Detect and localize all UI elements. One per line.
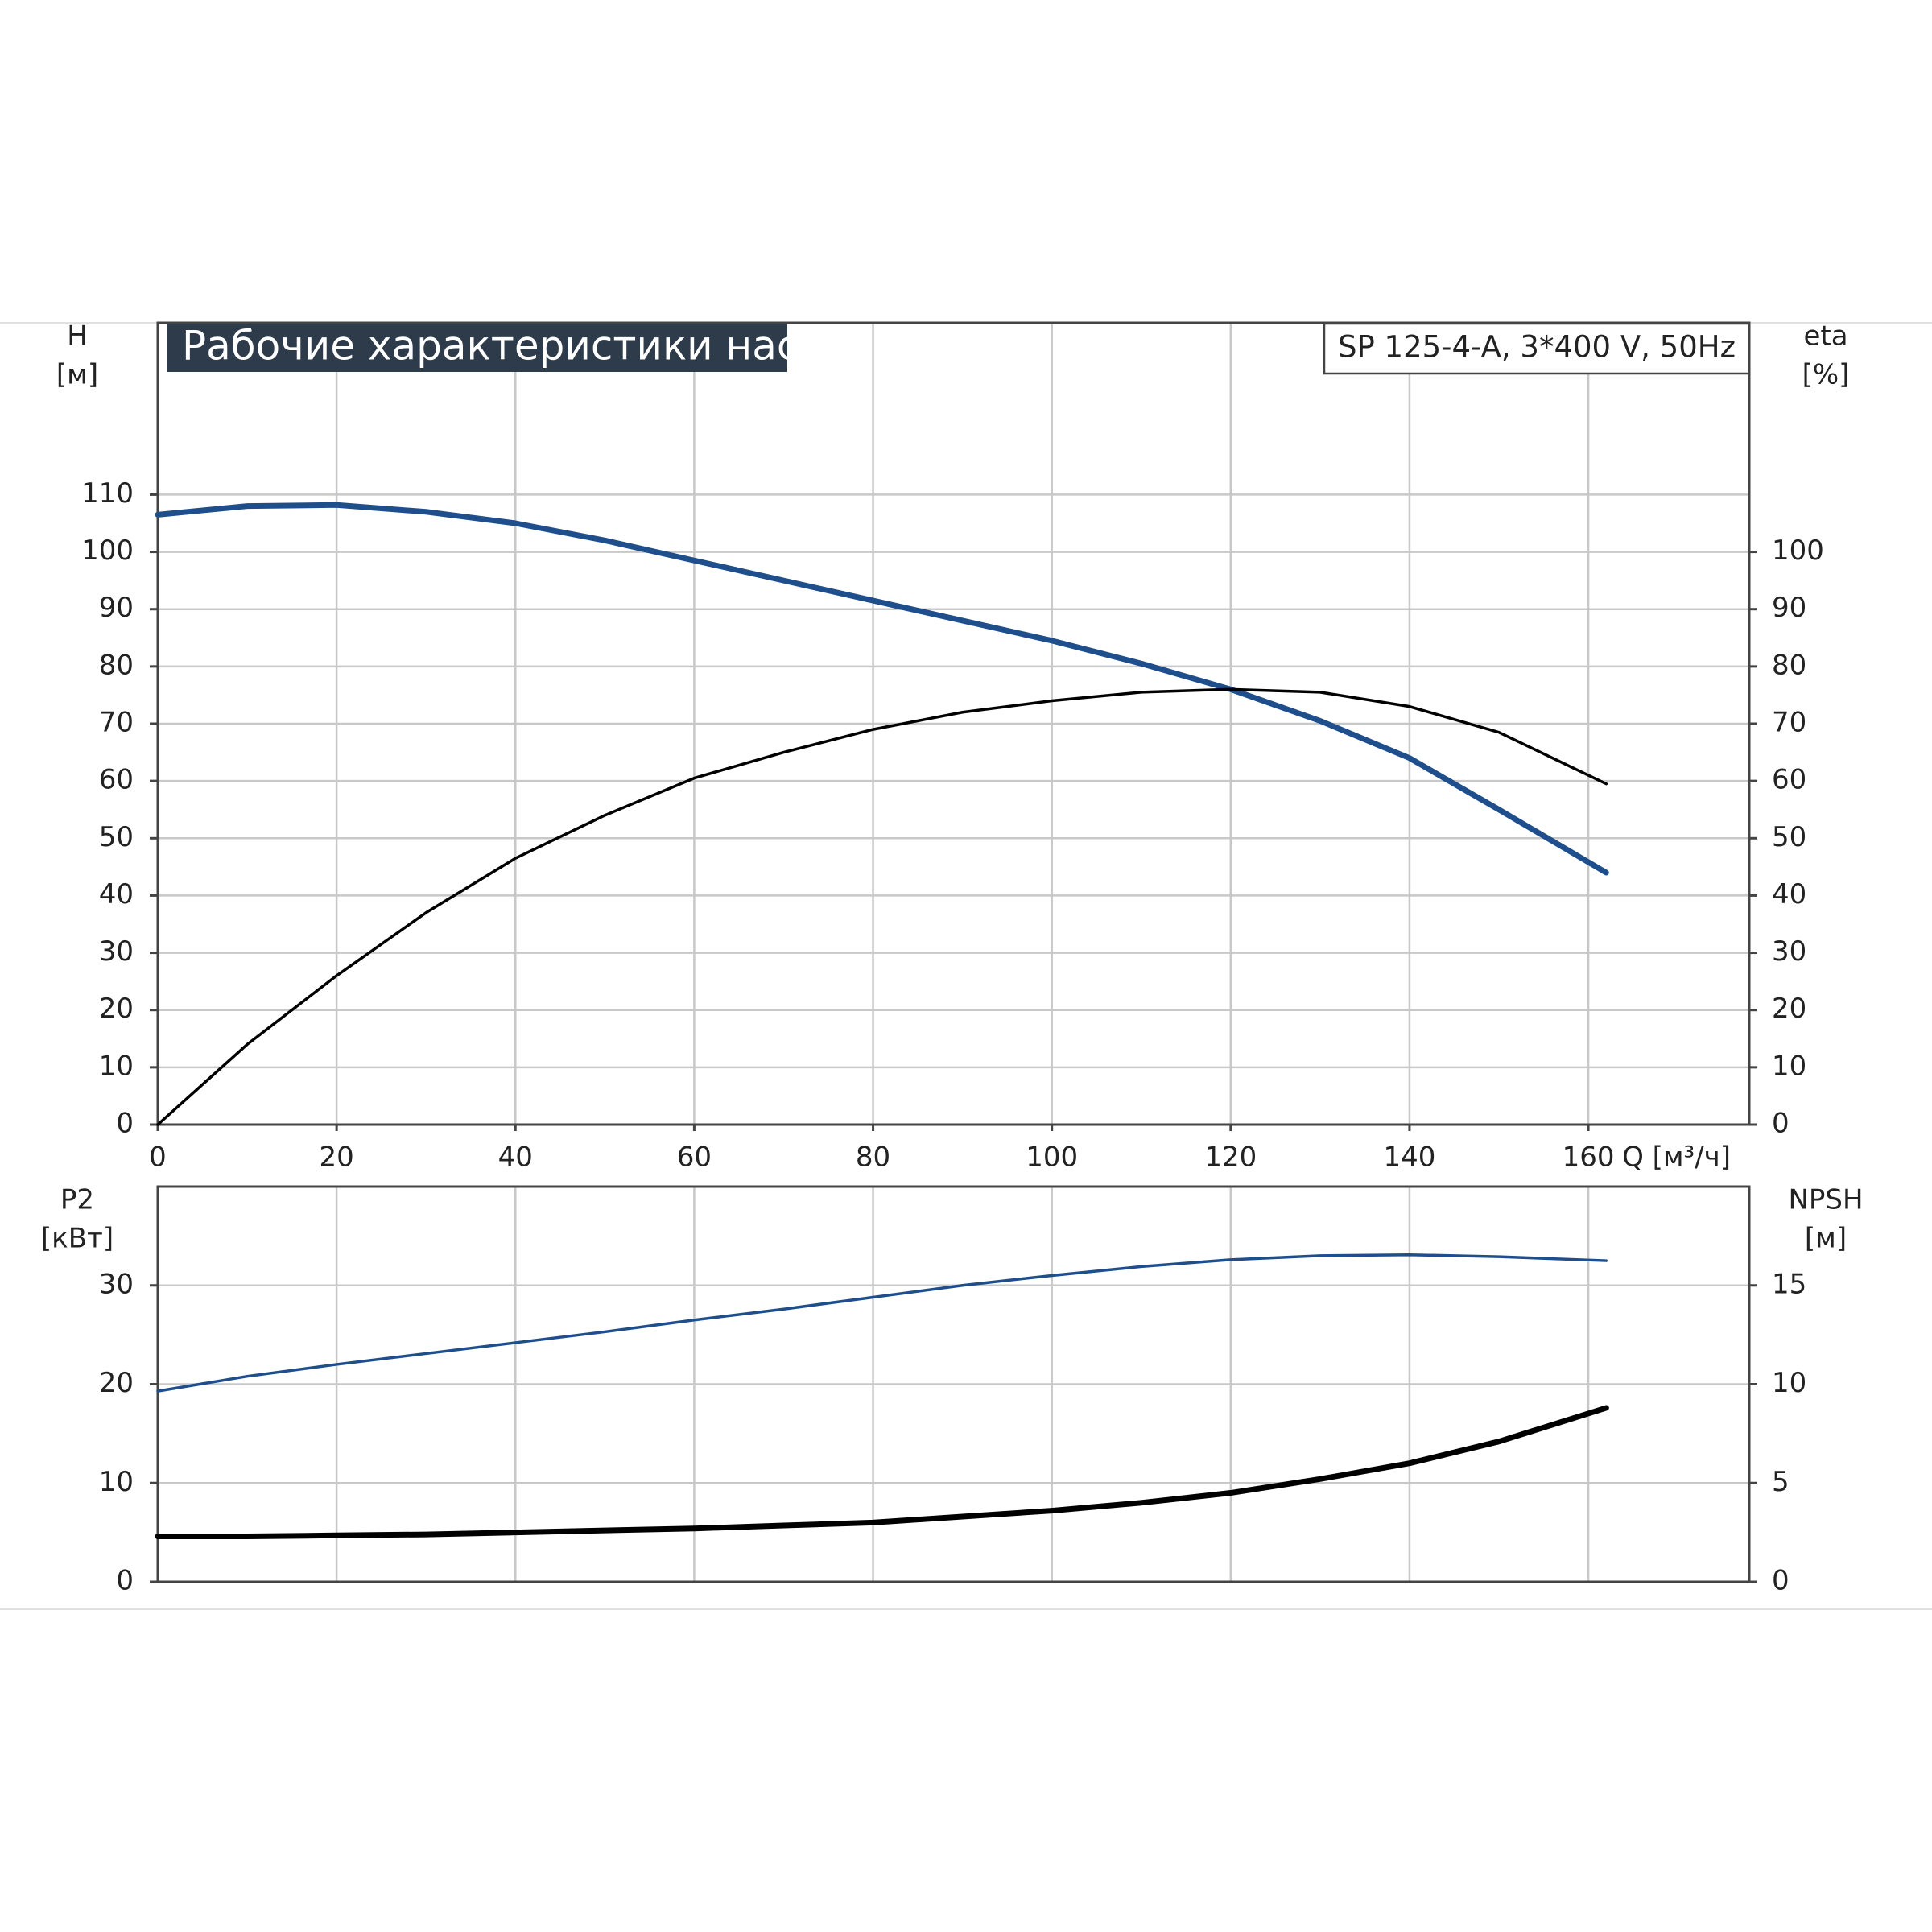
y-axis-label: H (67, 320, 88, 353)
legend-title: SP 125-4-A, 3*400 V, 50Hz (1338, 330, 1736, 365)
x-tick-label: 20 (320, 1141, 354, 1174)
x-tick-label: 60 (677, 1141, 712, 1174)
x-tick-label: 140 (1383, 1141, 1435, 1174)
x-tick-label: 40 (498, 1141, 533, 1174)
curve (156, 687, 1608, 1126)
y2-tick-label: 90 (1772, 592, 1806, 624)
curve (155, 1405, 1609, 1540)
y2-tick-label: 60 (1772, 764, 1806, 796)
y-axis-label: P2 (60, 1184, 94, 1216)
y-tick-label: 60 (99, 764, 134, 796)
title-box (167, 324, 787, 372)
y2-tick-label: 20 (1772, 993, 1806, 1025)
y-tick-label: 70 (99, 707, 134, 739)
x-tick-label: 100 (1026, 1141, 1078, 1174)
y2-axis-label: NPSH (1788, 1184, 1863, 1216)
y2-tick-label: 100 (1772, 535, 1824, 567)
y2-tick-label: 0 (1772, 1565, 1790, 1597)
y-tick-label: 0 (116, 1108, 134, 1140)
legend-box (1323, 322, 1751, 375)
y2-tick-label: 15 (1772, 1268, 1806, 1300)
y-tick-label: 20 (99, 993, 134, 1025)
y2-axis-label: eta (1803, 320, 1847, 353)
y-tick-label: 30 (99, 935, 134, 968)
y2-tick-label: 5 (1772, 1466, 1790, 1498)
y-tick-label: 50 (99, 821, 134, 853)
x-tick-label: 80 (856, 1141, 890, 1174)
x-axis-label: Q [м³/ч] (1622, 1141, 1731, 1174)
y-tick-label: 90 (99, 592, 134, 624)
curve (155, 502, 1609, 876)
y-tick-label: 0 (116, 1565, 134, 1597)
y2-axis-label: [%] (1802, 359, 1850, 391)
y-tick-label: 80 (99, 649, 134, 681)
y2-axis-label: [м] (1805, 1223, 1847, 1255)
y-tick-label: 10 (99, 1466, 134, 1498)
y-tick-label: 30 (99, 1268, 134, 1300)
x-tick-label: 0 (149, 1141, 167, 1174)
y2-tick-label: 80 (1772, 649, 1806, 681)
y-axis-label: [кВт] (41, 1223, 114, 1255)
y-axis-label: [м] (56, 359, 98, 391)
y2-tick-label: 70 (1772, 707, 1806, 739)
y-tick-label: 110 (81, 477, 134, 510)
y-tick-label: 40 (99, 878, 134, 910)
x-tick-label: 160 (1563, 1141, 1615, 1174)
y2-tick-label: 10 (1772, 1050, 1806, 1082)
x-tick-label: 120 (1204, 1141, 1257, 1174)
y2-tick-label: 10 (1772, 1367, 1806, 1399)
y-tick-label: 100 (81, 535, 134, 567)
y2-tick-label: 30 (1772, 935, 1806, 968)
chart-title: Рабочие характеристики насоса (182, 323, 870, 369)
y2-tick-label: 40 (1772, 878, 1806, 910)
y-tick-label: 20 (99, 1367, 134, 1399)
y2-tick-label: 50 (1772, 821, 1806, 853)
y-tick-label: 10 (99, 1050, 134, 1082)
y2-tick-label: 0 (1772, 1108, 1790, 1140)
curve (156, 1253, 1608, 1393)
